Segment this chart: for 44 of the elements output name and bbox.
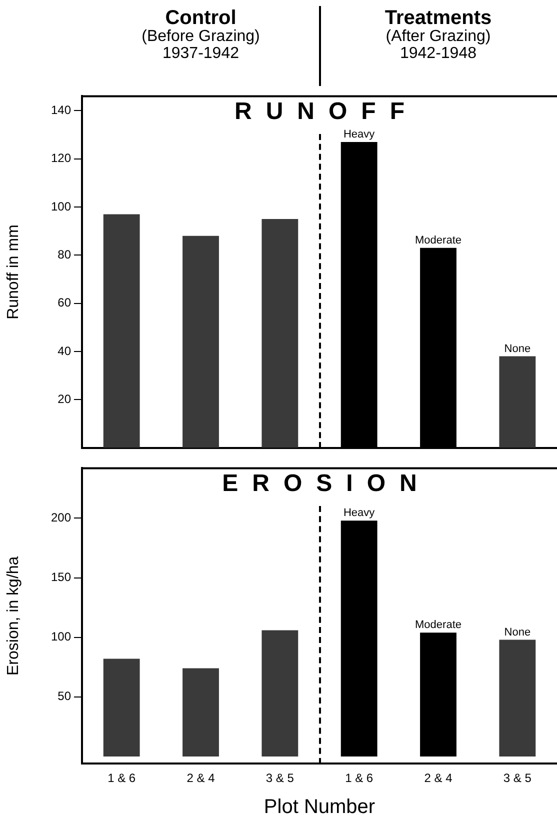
data-label: Heavy (343, 507, 376, 520)
chart-title: RUNOFF (234, 98, 418, 125)
y-tick-label: 120 (50, 151, 72, 166)
y-tick-label: 100 (50, 630, 72, 644)
text: Control (164, 7, 238, 29)
y-tick-label: 100 (50, 199, 72, 214)
y-tick-label: 140 (50, 102, 72, 117)
chart-title: EROSION (222, 470, 431, 497)
data-label: Moderate (415, 619, 462, 632)
x-tick-label: 3 & 5 (266, 771, 294, 786)
text: (Before Grazing) (140, 28, 261, 46)
y-axis-title: Runoff in mm (5, 224, 22, 320)
x-tick-label: 3 & 5 (503, 771, 532, 786)
y-tick-label: 40 (58, 344, 72, 358)
y-tick-label: 80 (58, 247, 72, 262)
data-label: None (504, 342, 531, 355)
x-tick-label: 2 & 4 (186, 771, 216, 786)
y-tick-label: 20 (58, 392, 72, 406)
bar (262, 219, 298, 448)
text: Treatments (384, 7, 493, 29)
bar (182, 236, 219, 448)
y-tick-label: 60 (58, 296, 72, 310)
bar (103, 214, 140, 448)
bar (262, 630, 298, 756)
bar (499, 640, 536, 756)
y-axis-title: Erosion, in kg/ha (5, 556, 22, 676)
bar (103, 658, 140, 756)
data-label: Heavy (343, 128, 376, 140)
y-tick-label: 150 (50, 570, 72, 584)
y-tick-label: 200 (50, 510, 72, 525)
bar (340, 520, 378, 756)
bar (182, 668, 219, 756)
data-label: Moderate (415, 234, 462, 246)
x-tick-label: 2 & 4 (424, 771, 453, 786)
bar (420, 632, 456, 756)
x-tick-label: 1 & 6 (108, 771, 136, 786)
text: 1942-1948 (398, 44, 478, 63)
x-tick-label: 1 & 6 (345, 771, 374, 786)
text: (After Grazing) (384, 28, 492, 46)
y-tick-label: 50 (58, 689, 72, 704)
x-axis-title: Plot Number (262, 796, 376, 819)
data-label: None (504, 626, 531, 638)
text: 1937-1942 (161, 44, 240, 63)
bar (499, 356, 536, 448)
